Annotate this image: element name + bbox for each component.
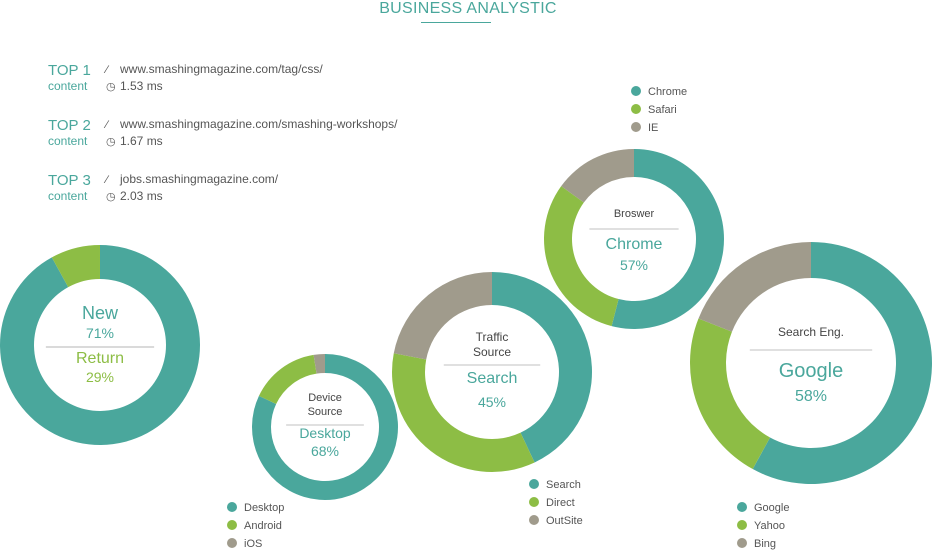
chart-label: Source bbox=[308, 406, 343, 418]
top-time-row: ◷ 1.67 ms bbox=[106, 134, 163, 148]
top-rank-label: content bbox=[48, 189, 88, 203]
chart-label: Search Eng. bbox=[778, 325, 844, 339]
chart-label: Traffic bbox=[476, 330, 509, 344]
center-label: 29% bbox=[86, 369, 114, 385]
legend-marker bbox=[529, 515, 539, 525]
slice-ios[interactable] bbox=[313, 354, 325, 374]
top-url[interactable]: jobs.smashingmagazine.com/ bbox=[120, 172, 279, 186]
highlight-percent: 57% bbox=[620, 257, 648, 273]
top-url[interactable]: www.smashingmagazine.com/smashing-worksh… bbox=[120, 117, 398, 131]
legend-marker bbox=[227, 502, 237, 512]
slice-chrome[interactable] bbox=[611, 149, 724, 329]
legend-label: IE bbox=[648, 122, 658, 134]
title-underline bbox=[421, 22, 491, 23]
highlight-percent: 68% bbox=[311, 443, 339, 459]
donut-visitors bbox=[0, 245, 200, 445]
legend-label: Yahoo bbox=[754, 520, 785, 532]
highlight-label: Desktop bbox=[299, 425, 351, 441]
legend-label: OutSite bbox=[546, 515, 583, 527]
center-label: 71% bbox=[86, 325, 114, 341]
chart-label: Device bbox=[308, 392, 342, 404]
top-url-row[interactable]: ∕ www.smashingmagazine.com/tag/css/ bbox=[106, 62, 323, 76]
slice-direct[interactable] bbox=[392, 353, 535, 472]
highlight-percent: 45% bbox=[478, 394, 506, 410]
legend-label: Search bbox=[546, 479, 581, 491]
donut-device bbox=[252, 354, 398, 501]
legend-label: Google bbox=[754, 502, 789, 514]
chart-label: Source bbox=[473, 345, 511, 359]
slice-new[interactable] bbox=[0, 245, 200, 445]
donut-browser bbox=[544, 149, 724, 329]
legend-marker bbox=[227, 520, 237, 530]
legend-label: Bing bbox=[754, 538, 776, 550]
legend-marker bbox=[529, 497, 539, 507]
legend-label: Safari bbox=[648, 104, 677, 116]
highlight-label: Chrome bbox=[606, 236, 663, 253]
top-url[interactable]: www.smashingmagazine.com/tag/css/ bbox=[120, 62, 323, 76]
donut-traffic bbox=[392, 272, 592, 472]
top-time: 1.67 ms bbox=[120, 134, 163, 148]
link-icon: ∕ bbox=[106, 119, 108, 131]
top-url-row[interactable]: ∕ jobs.smashingmagazine.com/ bbox=[106, 172, 278, 186]
link-icon: ∕ bbox=[106, 174, 108, 186]
legend-marker bbox=[529, 479, 539, 489]
legend-label: Android bbox=[244, 520, 282, 532]
legend-marker bbox=[737, 520, 747, 530]
center-label: Return bbox=[76, 350, 124, 367]
slice-ie[interactable] bbox=[561, 149, 634, 203]
highlight-label: Google bbox=[779, 360, 844, 382]
page-title: BUSINESS ANALYSTIC bbox=[379, 0, 557, 17]
link-icon: ∕ bbox=[106, 64, 108, 76]
stopwatch-icon: ◷ bbox=[106, 136, 116, 148]
legend-marker bbox=[631, 122, 641, 132]
legend-label: iOS bbox=[244, 538, 262, 550]
highlight-percent: 58% bbox=[795, 388, 827, 405]
legend-marker bbox=[631, 86, 641, 96]
slice-google[interactable] bbox=[752, 242, 932, 484]
slice-bing[interactable] bbox=[698, 242, 811, 332]
top-time-row: ◷ 2.03 ms bbox=[106, 189, 163, 203]
donut-search bbox=[690, 242, 932, 484]
stopwatch-icon: ◷ bbox=[106, 81, 116, 93]
highlight-label: Search bbox=[467, 370, 518, 387]
legend-label: Direct bbox=[546, 497, 575, 509]
slice-outsite[interactable] bbox=[393, 272, 492, 360]
top-rank: TOP 1 bbox=[48, 62, 91, 79]
top-time: 1.53 ms bbox=[120, 79, 163, 93]
top-url-row[interactable]: ∕ www.smashingmagazine.com/smashing-works… bbox=[106, 117, 397, 131]
legend-label: Desktop bbox=[244, 502, 284, 514]
legend-label: Chrome bbox=[648, 86, 687, 98]
stopwatch-icon: ◷ bbox=[106, 191, 116, 203]
slice-android[interactable] bbox=[258, 354, 317, 405]
slice-yahoo[interactable] bbox=[690, 318, 771, 470]
chart-label: Broswer bbox=[614, 208, 655, 220]
top-rank-label: content bbox=[48, 134, 88, 148]
top-time-row: ◷ 1.53 ms bbox=[106, 79, 163, 93]
slice-return[interactable] bbox=[51, 245, 100, 288]
top-rank-label: content bbox=[48, 79, 88, 93]
center-label: New bbox=[82, 303, 119, 323]
legend-marker bbox=[737, 538, 747, 548]
top-time: 2.03 ms bbox=[120, 189, 163, 203]
legend-marker bbox=[227, 538, 237, 548]
top-rank: TOP 2 bbox=[48, 117, 91, 134]
legend-marker bbox=[631, 104, 641, 114]
top-rank: TOP 3 bbox=[48, 172, 91, 189]
legend-marker bbox=[737, 502, 747, 512]
slice-search[interactable] bbox=[492, 272, 592, 463]
slice-safari[interactable] bbox=[544, 186, 619, 327]
